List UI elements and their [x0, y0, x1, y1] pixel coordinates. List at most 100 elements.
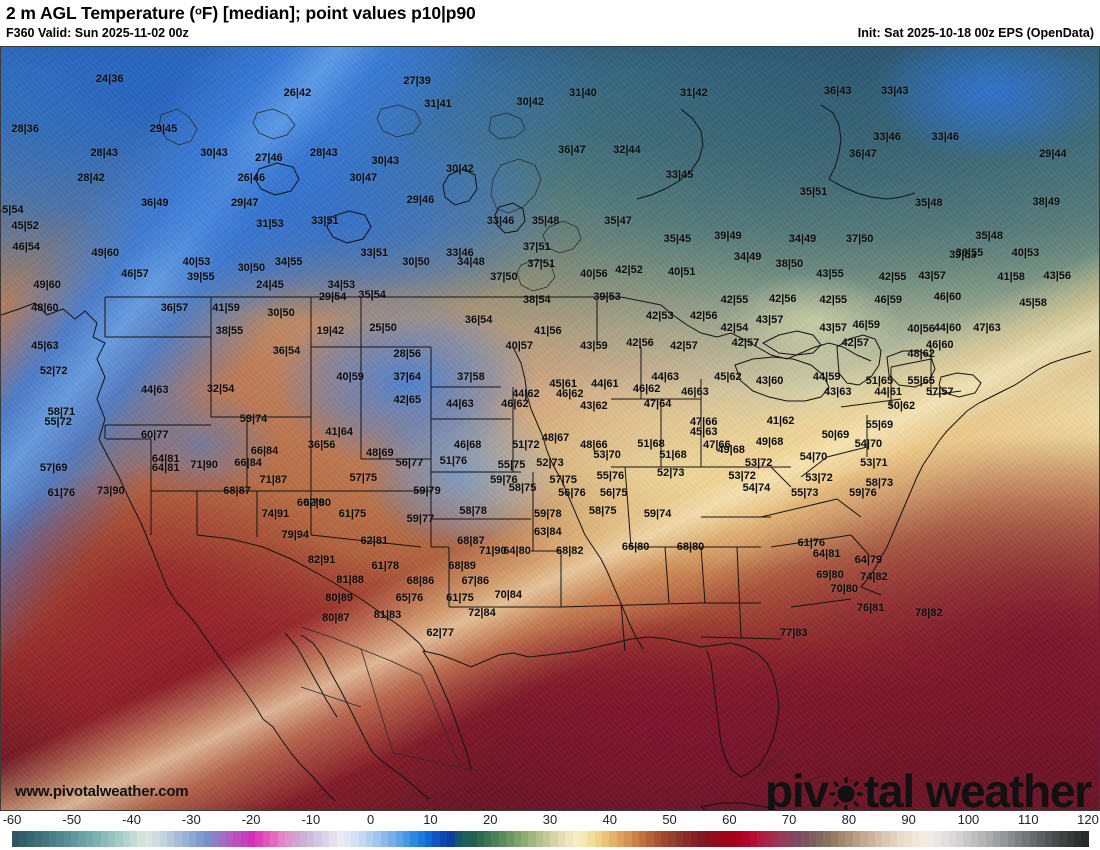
point-value-label: 30|42	[516, 95, 545, 108]
colorbar-gradient[interactable]	[12, 831, 1089, 847]
colorbar-swatch	[1066, 831, 1074, 847]
colorbar-swatch	[668, 831, 676, 847]
point-value-label: 35|51	[799, 185, 828, 198]
colorbar-swatch	[454, 831, 462, 847]
point-value-label: 37|50	[490, 271, 518, 284]
colorbar-tick: 80	[841, 812, 857, 827]
point-value-label: 42|56	[626, 337, 654, 350]
point-value-label: 42|55	[819, 294, 848, 307]
colorbar-swatch	[93, 831, 101, 847]
point-value-label: 68|86	[406, 575, 435, 588]
colorbar-swatch	[484, 831, 492, 847]
colorbar-swatch	[137, 831, 145, 847]
colorbar-swatch	[638, 831, 647, 847]
colorbar-swatch	[1015, 831, 1023, 847]
colorbar-swatch	[225, 831, 234, 847]
brand-text-a: piv	[765, 765, 829, 811]
point-value-label: 46|59	[874, 294, 902, 307]
point-value-label: 32|44	[613, 144, 641, 156]
colorbar-swatch	[690, 831, 698, 847]
temperature-raster: 24|36 26|42 27|39 31|41 30|42 31|40 31|42 36|43…	[1, 47, 1099, 810]
point-value-label: 49|68	[717, 443, 745, 456]
point-value-label: 46|54	[12, 240, 41, 253]
colorbar-swatch	[12, 831, 20, 847]
point-value-label: 70|84	[494, 588, 523, 601]
point-value-label: 71|87	[259, 474, 288, 487]
point-value-label: 64|79	[854, 553, 883, 566]
point-value-label: 54|74	[742, 482, 771, 494]
raster-atlantic-layer	[1, 47, 1099, 810]
point-value-label: 31|42	[680, 86, 708, 99]
point-value-label: 60|79	[296, 497, 325, 510]
point-value-label: 46|62	[501, 398, 529, 411]
colorbar-swatch	[373, 831, 381, 847]
point-value-label: 68|87	[223, 485, 251, 498]
point-value-label: 40|53	[1011, 247, 1040, 259]
valid-time-label: F360 Valid: Sun 2025-11-02 00z	[6, 26, 189, 40]
point-value-label: 46|63	[681, 385, 709, 398]
colorbar-swatch	[624, 831, 632, 847]
colorbar-tick: -10	[301, 812, 321, 827]
colorbar-tick: -20	[241, 812, 261, 827]
point-value-label: 60|77	[140, 428, 169, 441]
point-value-label: 33|45	[665, 169, 694, 182]
point-value-label: 59|77	[406, 512, 435, 525]
colorbar-swatch	[56, 831, 64, 847]
colorbar-swatch	[71, 831, 79, 847]
point-value-label: 34|55	[274, 256, 303, 269]
colorbar-swatch	[48, 831, 57, 847]
colorbar-swatch	[882, 831, 890, 847]
colorbar-swatch	[1081, 831, 1089, 847]
point-value-label: 36|54	[464, 314, 493, 327]
point-value-label: 28|43	[310, 147, 338, 160]
colorbar-swatch	[535, 831, 543, 847]
point-value-label: 42|56	[689, 309, 718, 322]
point-value-label: 44|61	[591, 378, 619, 391]
colorbar-swatch	[572, 831, 580, 847]
colorbar-tick: 40	[602, 812, 617, 827]
point-value-label: 30|42	[446, 163, 474, 176]
colorbar-tick: 120	[1077, 812, 1099, 827]
colorbar-swatch	[779, 831, 787, 847]
colorbar-swatch	[262, 831, 271, 847]
point-value-label: 34|49	[733, 250, 762, 263]
point-value-label: 79|94	[281, 529, 310, 542]
map-viewport[interactable]: 24|36 26|42 27|39 31|41 30|42 31|40 31|42 36|43…	[0, 46, 1100, 811]
colorbar-swatch	[587, 831, 595, 847]
point-value-label: 35|54	[358, 288, 386, 301]
point-value-label: 68|87	[457, 535, 485, 548]
point-value-label: 36|54	[272, 344, 301, 357]
point-value-label: 45|58	[1019, 296, 1047, 309]
point-value-label: 52|73	[656, 466, 685, 479]
point-value-label: 51|68	[659, 449, 687, 462]
point-value-label: 42|56	[768, 292, 797, 305]
point-value-label: 49|60	[33, 279, 61, 292]
point-value-label: 44|61	[874, 385, 902, 398]
point-value-label: 47|64	[643, 398, 672, 411]
colorbar-swatch	[1029, 831, 1038, 847]
point-value-label: 51|68	[637, 437, 665, 450]
point-value-label: 40|59	[336, 370, 364, 383]
point-value-label: 29|45	[149, 122, 178, 135]
point-value-label: 35|45	[663, 233, 692, 246]
colorbar-swatch	[653, 831, 661, 847]
point-value-label: 34|48	[457, 256, 485, 269]
colorbar-swatch	[1000, 831, 1008, 847]
colorbar-swatch	[933, 831, 942, 847]
point-value-label: 29|44	[1039, 147, 1067, 160]
point-value-label: 52|73	[536, 456, 564, 469]
point-value-label: 44|59	[812, 370, 841, 383]
point-value-label: 43|62	[580, 399, 608, 412]
point-value-label: 77|83	[779, 626, 808, 639]
point-value-label: 68|80	[676, 540, 705, 553]
point-value-label: 38|54	[523, 294, 551, 307]
map-header: 2 m AGL Temperature (oF) [median]; point…	[0, 0, 1100, 46]
point-value-label: 53|72	[805, 472, 833, 485]
colorbar-swatch	[336, 831, 344, 847]
colorbar-swatch	[380, 831, 389, 847]
point-value-label: 45|54	[1, 203, 24, 216]
point-value-label: 26|46	[237, 172, 266, 185]
colorbar-swatch	[616, 831, 625, 847]
point-value-label: 45|62	[714, 370, 742, 383]
colorbar-swatch	[432, 831, 440, 847]
